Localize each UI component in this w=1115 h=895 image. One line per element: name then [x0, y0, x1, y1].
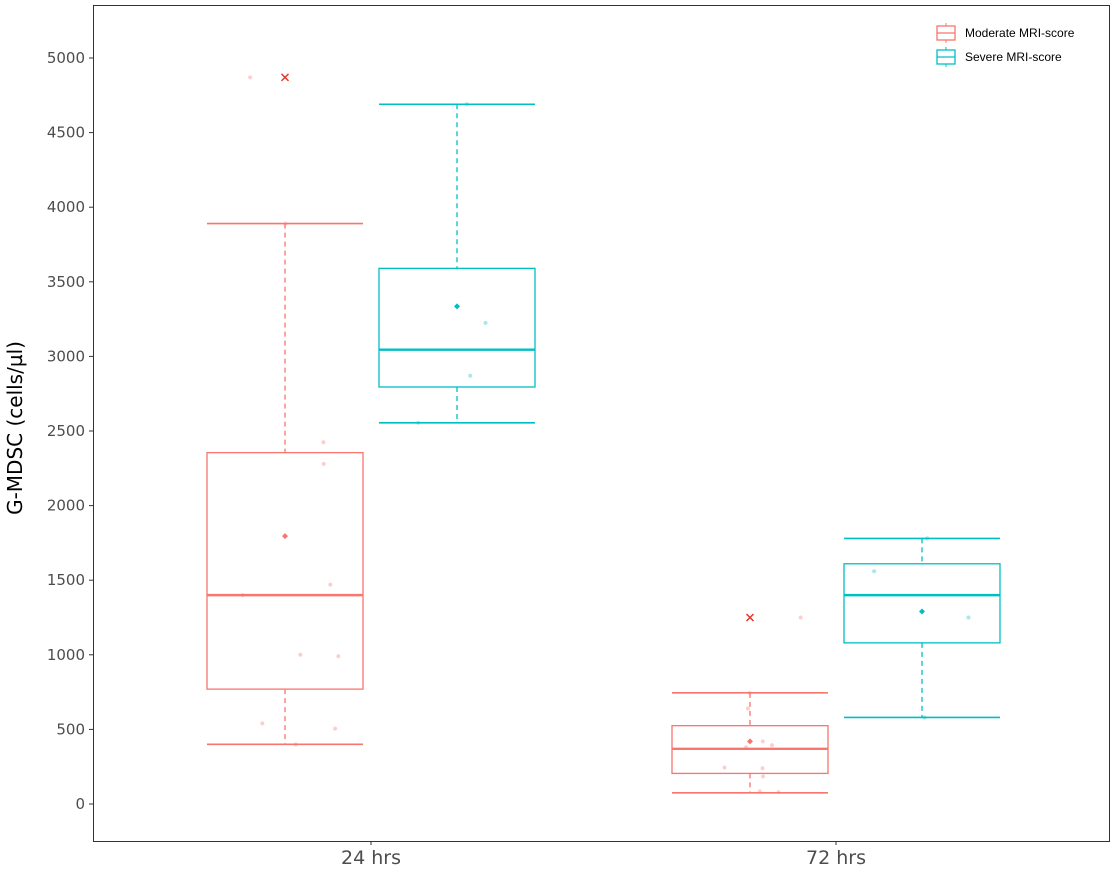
data-point: [483, 320, 488, 325]
x-axis: 24 hrs 72 hrs: [341, 841, 866, 869]
legend-key: [936, 47, 956, 67]
data-point: [328, 582, 333, 587]
y-tick-label: 3500: [47, 273, 85, 291]
mean-marker: [919, 608, 925, 615]
data-point: [761, 774, 766, 779]
data-point: [321, 440, 326, 445]
box-group: [206, 73, 364, 747]
x-tick-label: 24 hrs: [341, 847, 401, 869]
data-point: [248, 75, 253, 80]
y-axis-title: G-MDSC (cells/µl): [3, 341, 27, 515]
box-group: [843, 536, 1001, 720]
y-tick-label: 5000: [47, 49, 85, 67]
mean-marker: [282, 533, 288, 540]
legend-label: Moderate MRI-score: [965, 26, 1075, 40]
y-tick-label: 4000: [47, 198, 85, 216]
data-point: [769, 743, 774, 748]
data-point: [321, 461, 326, 466]
data-point: [722, 765, 727, 770]
iqr-box: [206, 451, 364, 690]
y-tick-label: 1500: [47, 571, 85, 589]
data-point: [798, 615, 803, 620]
legend-key: [936, 23, 956, 43]
mean-marker: [747, 738, 753, 745]
data-point: [336, 654, 341, 659]
legend-label: Severe MRI-score: [965, 50, 1062, 64]
data-point: [760, 766, 765, 771]
outlier-marker: [745, 613, 755, 622]
x-tick-label: 72 hrs: [806, 847, 866, 869]
legend: Moderate MRI-score Severe MRI-score: [936, 23, 1075, 67]
data-point: [872, 569, 877, 574]
data-point: [298, 652, 303, 657]
data-point: [760, 739, 765, 744]
y-tick-label: 3000: [47, 347, 85, 365]
y-tick-label: 4500: [47, 124, 85, 142]
outlier-marker: [280, 73, 290, 82]
iqr-box: [843, 563, 1001, 644]
data-point: [966, 615, 971, 620]
data-point: [333, 726, 338, 731]
panel-border: [93, 5, 1110, 842]
plot-marks: [206, 73, 1001, 795]
y-tick-label: 500: [56, 720, 85, 738]
iqr-box: [378, 267, 536, 388]
y-axis: 0 500 1000 1500 2000 2500 3000 3500 4000 4500 5000: [47, 49, 93, 813]
mean-marker: [454, 303, 460, 310]
y-tick-label: 1000: [47, 646, 85, 664]
data-point: [745, 706, 750, 711]
y-tick-label: 2000: [47, 497, 85, 515]
box-group: [671, 613, 829, 795]
data-point: [468, 373, 473, 378]
y-tick-label: 0: [75, 795, 85, 813]
box-group: [378, 102, 536, 425]
y-tick-label: 2500: [47, 422, 85, 440]
data-point: [260, 721, 265, 726]
